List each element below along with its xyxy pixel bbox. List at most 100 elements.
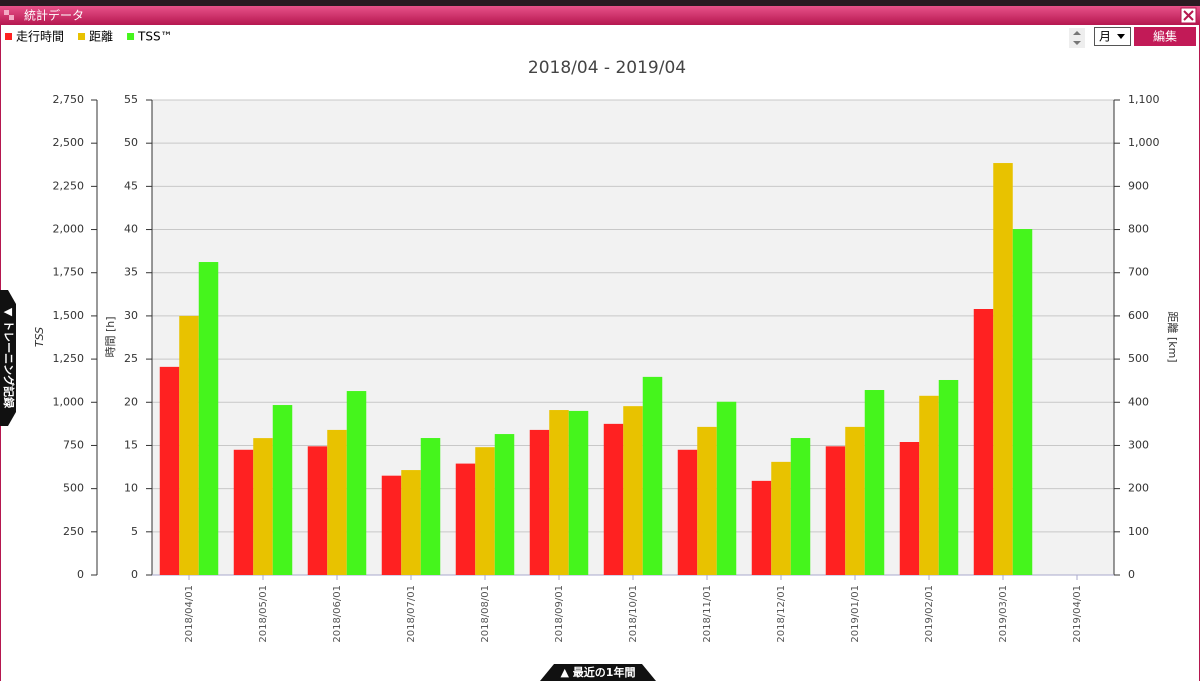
- x-tick-label: 2018/09/01: [554, 585, 565, 643]
- x-tick-label: 2018/05/01: [258, 585, 269, 643]
- y3-axis-title: TSS: [33, 327, 46, 347]
- y3-tick-label: 500: [63, 482, 84, 495]
- legend-label: 走行時間: [16, 30, 64, 44]
- y2-tick-label: 0: [1128, 568, 1135, 581]
- bar: [475, 447, 495, 575]
- y3-tick-label: 1,750: [53, 266, 85, 279]
- x-tick-label: 2019/04/01: [1072, 585, 1083, 643]
- x-tick-label: 2018/10/01: [628, 585, 639, 643]
- x-tick-label: 2019/02/01: [924, 585, 935, 643]
- bar: [790, 438, 811, 575]
- y-tick-label: 20: [124, 395, 138, 408]
- legend-swatch: [127, 33, 135, 40]
- title-bar: [0, 6, 1200, 25]
- y-tick-label: 5: [131, 525, 138, 538]
- spinner[interactable]: [1069, 28, 1085, 48]
- edit-label: 編集: [1153, 29, 1177, 44]
- bar: [993, 163, 1013, 575]
- bar: [381, 475, 402, 575]
- bar: [253, 438, 273, 575]
- y-tick-label: 25: [124, 352, 138, 365]
- bar: [549, 410, 569, 575]
- bottom-tab[interactable]: ▲ 最近の1年間: [540, 664, 656, 681]
- y3-tick-label: 750: [63, 438, 84, 451]
- bar: [494, 434, 515, 575]
- y3-tick-label: 1,500: [53, 309, 85, 322]
- edit-button[interactable]: 編集: [1134, 27, 1196, 46]
- icon: [4, 10, 9, 15]
- y-tick-label: 50: [124, 136, 138, 149]
- side-tab-label: ▼ トレーニング記録: [2, 308, 16, 409]
- y2-tick-label: 1,000: [1128, 136, 1160, 149]
- y3-tick-label: 2,500: [53, 136, 85, 149]
- icon: [9, 15, 14, 20]
- bar: [327, 429, 347, 575]
- y2-tick-label: 900: [1128, 179, 1149, 192]
- x-tick-label: 2018/12/01: [776, 585, 787, 643]
- y2-tick-label: 700: [1128, 266, 1149, 279]
- bar: [529, 429, 550, 575]
- bar: [568, 410, 589, 575]
- y3-tick-label: 1,000: [53, 395, 85, 408]
- x-tick-label: 2018/08/01: [480, 585, 491, 643]
- y2-tick-label: 300: [1128, 438, 1149, 451]
- bar: [864, 390, 885, 575]
- close-button[interactable]: [1180, 7, 1197, 24]
- bar: [179, 315, 199, 575]
- legend-label: 距離: [89, 30, 113, 44]
- legend-swatch: [78, 33, 86, 40]
- bar: [198, 262, 219, 575]
- y-tick-label: 45: [124, 179, 138, 192]
- top-strip: [0, 0, 1200, 6]
- bar: [272, 405, 293, 575]
- bar: [697, 426, 717, 575]
- y2-tick-label: 400: [1128, 395, 1149, 408]
- bar: [716, 401, 737, 575]
- bar: [233, 449, 254, 575]
- x-tick-label: 2019/03/01: [998, 585, 1009, 643]
- y3-tick-label: 0: [77, 568, 84, 581]
- y2-tick-label: 800: [1128, 223, 1149, 236]
- bar: [899, 442, 920, 575]
- y2-tick-label: 500: [1128, 352, 1149, 365]
- bar: [938, 379, 959, 575]
- y2-tick-label: 1,100: [1128, 93, 1160, 106]
- bar: [677, 449, 698, 575]
- bar: [159, 366, 180, 575]
- y3-tick-label: 2,750: [53, 93, 85, 106]
- legend-swatch: [5, 33, 12, 40]
- y-axis-title: 時間 [h]: [104, 316, 117, 357]
- bar: [307, 446, 328, 575]
- bar: [919, 395, 939, 575]
- y-tick-label: 55: [124, 93, 138, 106]
- y3-tick-label: 2,250: [53, 179, 85, 192]
- side-tab[interactable]: ▼ トレーニング記録: [0, 290, 16, 426]
- x-tick-label: 2018/11/01: [702, 585, 713, 643]
- y2-tick-label: 600: [1128, 309, 1149, 322]
- period-select[interactable]: 月: [1094, 27, 1131, 46]
- x-tick-label: 2018/07/01: [406, 585, 417, 643]
- y2-tick-label: 100: [1128, 525, 1149, 538]
- bar: [346, 391, 367, 575]
- bar: [1012, 229, 1033, 575]
- y-tick-label: 40: [124, 223, 138, 236]
- select-value: 月: [1099, 30, 1111, 44]
- y-tick-label: 35: [124, 266, 138, 279]
- bar: [751, 480, 772, 575]
- bar: [642, 376, 663, 575]
- y-tick-label: 10: [124, 482, 138, 495]
- bar: [401, 470, 421, 575]
- bar: [771, 461, 791, 575]
- chart-title: 2018/04 - 2019/04: [528, 58, 686, 78]
- y-tick-label: 30: [124, 309, 138, 322]
- bar: [455, 463, 476, 575]
- y3-tick-label: 250: [63, 525, 84, 538]
- y3-tick-label: 1,250: [53, 352, 85, 365]
- bar: [973, 309, 994, 575]
- y2-axis-title: 距離 [km]: [1166, 311, 1180, 362]
- y2-tick-label: 200: [1128, 482, 1149, 495]
- bar: [845, 426, 865, 575]
- x-tick-label: 2018/04/01: [184, 585, 195, 643]
- x-tick-label: 2018/06/01: [332, 585, 343, 643]
